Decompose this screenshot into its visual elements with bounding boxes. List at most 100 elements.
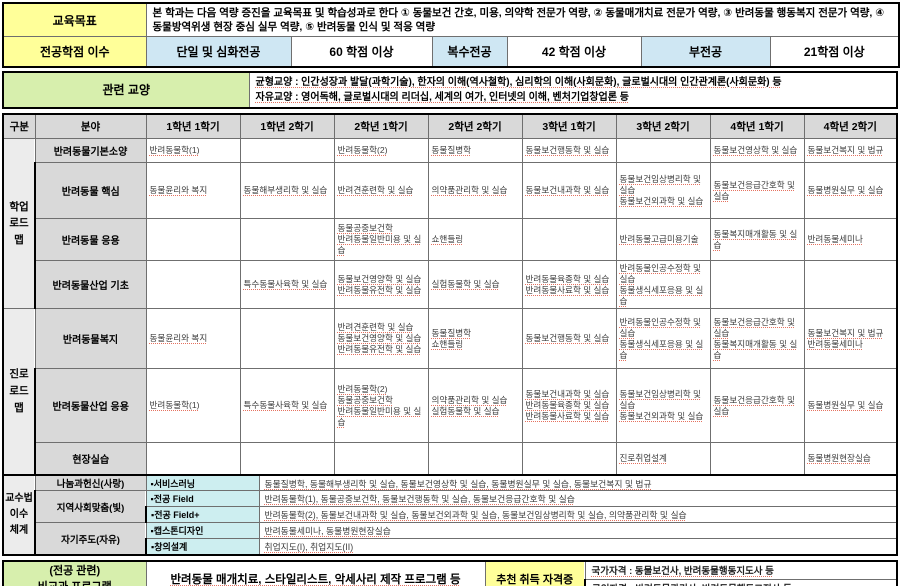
course-cell: 반려동물학(1) [145,138,241,164]
course-cell: 반려동물육종학 및 실습 반려동물사료학 및 실습 [521,260,617,310]
goal-text: 본 학과는 다음 역량 증진을 교육목표 및 학습성과로 한다 ① 동물보건 간… [145,2,900,38]
course-cell: 동물보건내과학 및 실습 [521,162,617,220]
course-cell [709,442,805,476]
header-sem-3-2: 3학년 2학기 [615,113,711,140]
row-field-practice: 현장실습 진로취업설계 동물병원현장실습 [3,442,898,476]
method-courses: 취업지도(I), 취업지도(II) [258,538,898,556]
course-cell: 동물병원현장실습 [803,442,898,476]
course-cell: 반려동물고급미용기술 [615,218,711,262]
row-core: 반려동물 핵심 동물윤리와 복지 동물해부생리학 및 실습 반려견훈련학 및 실… [3,162,898,220]
course-cell [521,218,617,262]
group-label-career: 진로 로드맵 [2,308,36,476]
course-cell: 반려견훈련학 및 실습 [333,162,429,220]
header-sem-3-1: 3학년 1학기 [521,113,617,140]
course-cell [333,442,429,476]
method-tag: ▪창의설계 [145,538,260,556]
method-tag: ▪캡스톤디자인 [145,522,260,540]
goal-credits-table: 교육목표 본 학과는 다음 역량 증진을 교육목표 및 학습성과로 한다 ① 동… [2,2,900,68]
course-cell: 동물보건임상병리학 및 실습 동물보건외과학 및 실습 [615,162,711,220]
course-cell: 반려동물학(2) [333,138,429,164]
extracurricular-label: (전공 관련) 비교과 프로그램 [2,560,147,586]
method-tag: ▪전공 Field+ [145,506,260,524]
course-cell: 진로취업설계 [615,442,711,476]
method-courses: 동물질병학, 동물해부생리학 및 실습, 동물보건영상학 및 실습, 동물병원실… [258,474,898,492]
credit-value-minor: 21학점 이상 [769,36,900,68]
course-cell [145,442,241,476]
course-cell [427,442,523,476]
course-cell: 반려동물학(1) [145,368,241,444]
method-row: ▪전공 Field+ 반려동물학(2), 동물보건내과학 및 실습, 동물보건외… [3,506,898,524]
row-basic: 학업 로드맵 반려동물기본소양 반려동물학(1) 반려동물학(2) 동물질병학 … [2,138,898,310]
bottom-row: (전공 관련) 비교과 프로그램 반려동물 매개치료, 스타일리스트, 악세사리… [2,560,898,586]
goal-label: 교육목표 [2,2,147,38]
header-sem-1-1: 1학년 1학기 [145,113,241,140]
method-tag: ▪전공 Field [145,490,260,508]
credit-type-minor: 부전공 [640,36,771,68]
method-courses: 반려동물세미나, 동물병원현장실습 [258,522,898,540]
course-cell: 특수동물사육학 및 실습 [239,260,335,310]
course-cell: 반려동물학(2) 동물공중보건학 반려동물일반미용 및 실습 [333,368,429,444]
course-cell [239,138,335,164]
teaching-methods-table: 교수법 이수 체계 나눔과헌신(사랑) ▪서비스러닝 동물질병학, 동물해부생리… [2,473,898,556]
course-cell: 동물질병학 쇼핸들링 [427,308,523,370]
course-cell: 동물해부생리학 및 실습 [239,162,335,220]
liberal-label: 관련 교양 [2,71,250,109]
cert-national: 국가자격 : 동물보건사, 반려동물행동지도사 등 [584,560,898,580]
course-cell: 동물복지매개활동 및 실습 [709,218,805,262]
course-cell: 동물보건행동학 및 실습 [521,308,617,370]
course-cell: 동물보건내과학 및 실습 반려동물육종학 및 실습 반려동물사료학 및 실습 [521,368,617,444]
header-gubun: 구분 [2,113,36,140]
course-cell [145,218,241,262]
course-cell [521,442,617,476]
liberal-arts-table: 관련 교양 균형교양 : 인간성장과 발달(과학기술), 한자의 이해(역사철학… [2,70,898,109]
method-row: 지역사회맞춤(빛) ▪전공 Field 반려동물학(1), 동물공중보건학, 동… [3,490,898,524]
credit-type-double: 복수전공 [431,36,508,68]
method-row: 자기주도(자유) ▪캡스톤디자인 반려동물세미나, 동물병원현장실습 [3,522,898,556]
header-sem-1-2: 1학년 2학기 [239,113,335,140]
course-cell [145,260,241,310]
course-cell: 동물윤리와 복지 [145,162,241,220]
course-cell: 동물보건임상병리학 및 실습 동물보건외과학 및 실습 [615,368,711,444]
course-cell: 동물보건영상학 및 실습 [709,138,805,164]
course-cell: 동물보건응급간호학 및 실습 [709,162,805,220]
cert-official: 공인자격 : 반려동물관리사, 반려동물행동교정사 등 [584,578,898,586]
group-label-academic: 학업 로드맵 [2,138,36,310]
method-row: ▪창의설계 취업지도(I), 취업지도(II) [3,538,898,556]
method-row: 교수법 이수 체계 나눔과헌신(사랑) ▪서비스러닝 동물질병학, 동물해부생리… [2,474,898,556]
method-category: 지역사회맞춤(빛) [34,490,147,524]
course-cell: 동물질병학 [427,138,523,164]
course-cell [239,218,335,262]
course-cell: 동물보건응급간호학 및 실습 [709,368,805,444]
course-cell [239,308,335,370]
row-label: 반려동물 핵심 [34,162,147,220]
row-industry-basic: 반려동물산업 기초 특수동물사육학 및 실습 동물보건영양학 및 실습 반려동물… [3,260,898,310]
course-cell: 의약품관리학 및 실습 실험동물학 및 실습 [427,368,523,444]
row-label: 반려동물산업 기초 [34,260,147,310]
row-applied: 반려동물 응용 동물공중보건학 반려동물일반미용 및 실습 쇼핸들링 반려동물고… [3,218,898,262]
row-welfare: 진로 로드맵 반려동물복지 동물윤리와 복지 반려견훈련학 및 실습 동물보건영… [2,308,898,476]
group-label-methods: 교수법 이수 체계 [2,474,36,556]
header-sem-2-1: 2학년 1학기 [333,113,429,140]
programs-certs-table: (전공 관련) 비교과 프로그램 반려동물 매개치료, 스타일리스트, 악세사리… [2,559,898,586]
course-cell: 동물병원실무 및 실습 [803,368,898,444]
course-cell [239,442,335,476]
row-label: 반려동물복지 [34,308,147,370]
course-cell: 동물윤리와 복지 [145,308,241,370]
course-cell: 동물보건응급간호학 및 실습 동물복지매개활동 및 실습 [709,308,805,370]
course-cell: 동물보건행동학 및 실습 [521,138,617,164]
method-courses: 반려동물학(1), 동물공중보건학, 동물보건행동학 및 실습, 동물보건응급간… [258,490,898,508]
course-cell: 의약품관리학 및 실습 [427,162,523,220]
header-field: 분야 [34,113,147,140]
liberal-content: 균형교양 : 인간성장과 발달(과학기술), 한자의 이해(역사철학), 심리학… [248,71,898,109]
header-sem-4-2: 4학년 2학기 [803,113,898,140]
liberal-line-balanced: 균형교양 : 인간성장과 발달(과학기술), 한자의 이해(역사철학), 심리학… [255,76,782,88]
row-label: 반려동물 응용 [34,218,147,262]
course-cell: 동물병원실무 및 실습 [803,162,898,220]
method-tag: ▪서비스러닝 [145,474,260,492]
row-industry-applied: 반려동물산업 응용 반려동물학(1) 특수동물사육학 및 실습 반려동물학(2)… [3,368,898,444]
course-cell: 특수동물사육학 및 실습 [239,368,335,444]
credit-type-single: 단일 및 심화전공 [145,36,292,68]
roadmap-table: 구분 분야 1학년 1학기 1학년 2학기 2학년 1학기 2학년 2학기 3학… [2,112,898,476]
course-cell [709,260,805,310]
